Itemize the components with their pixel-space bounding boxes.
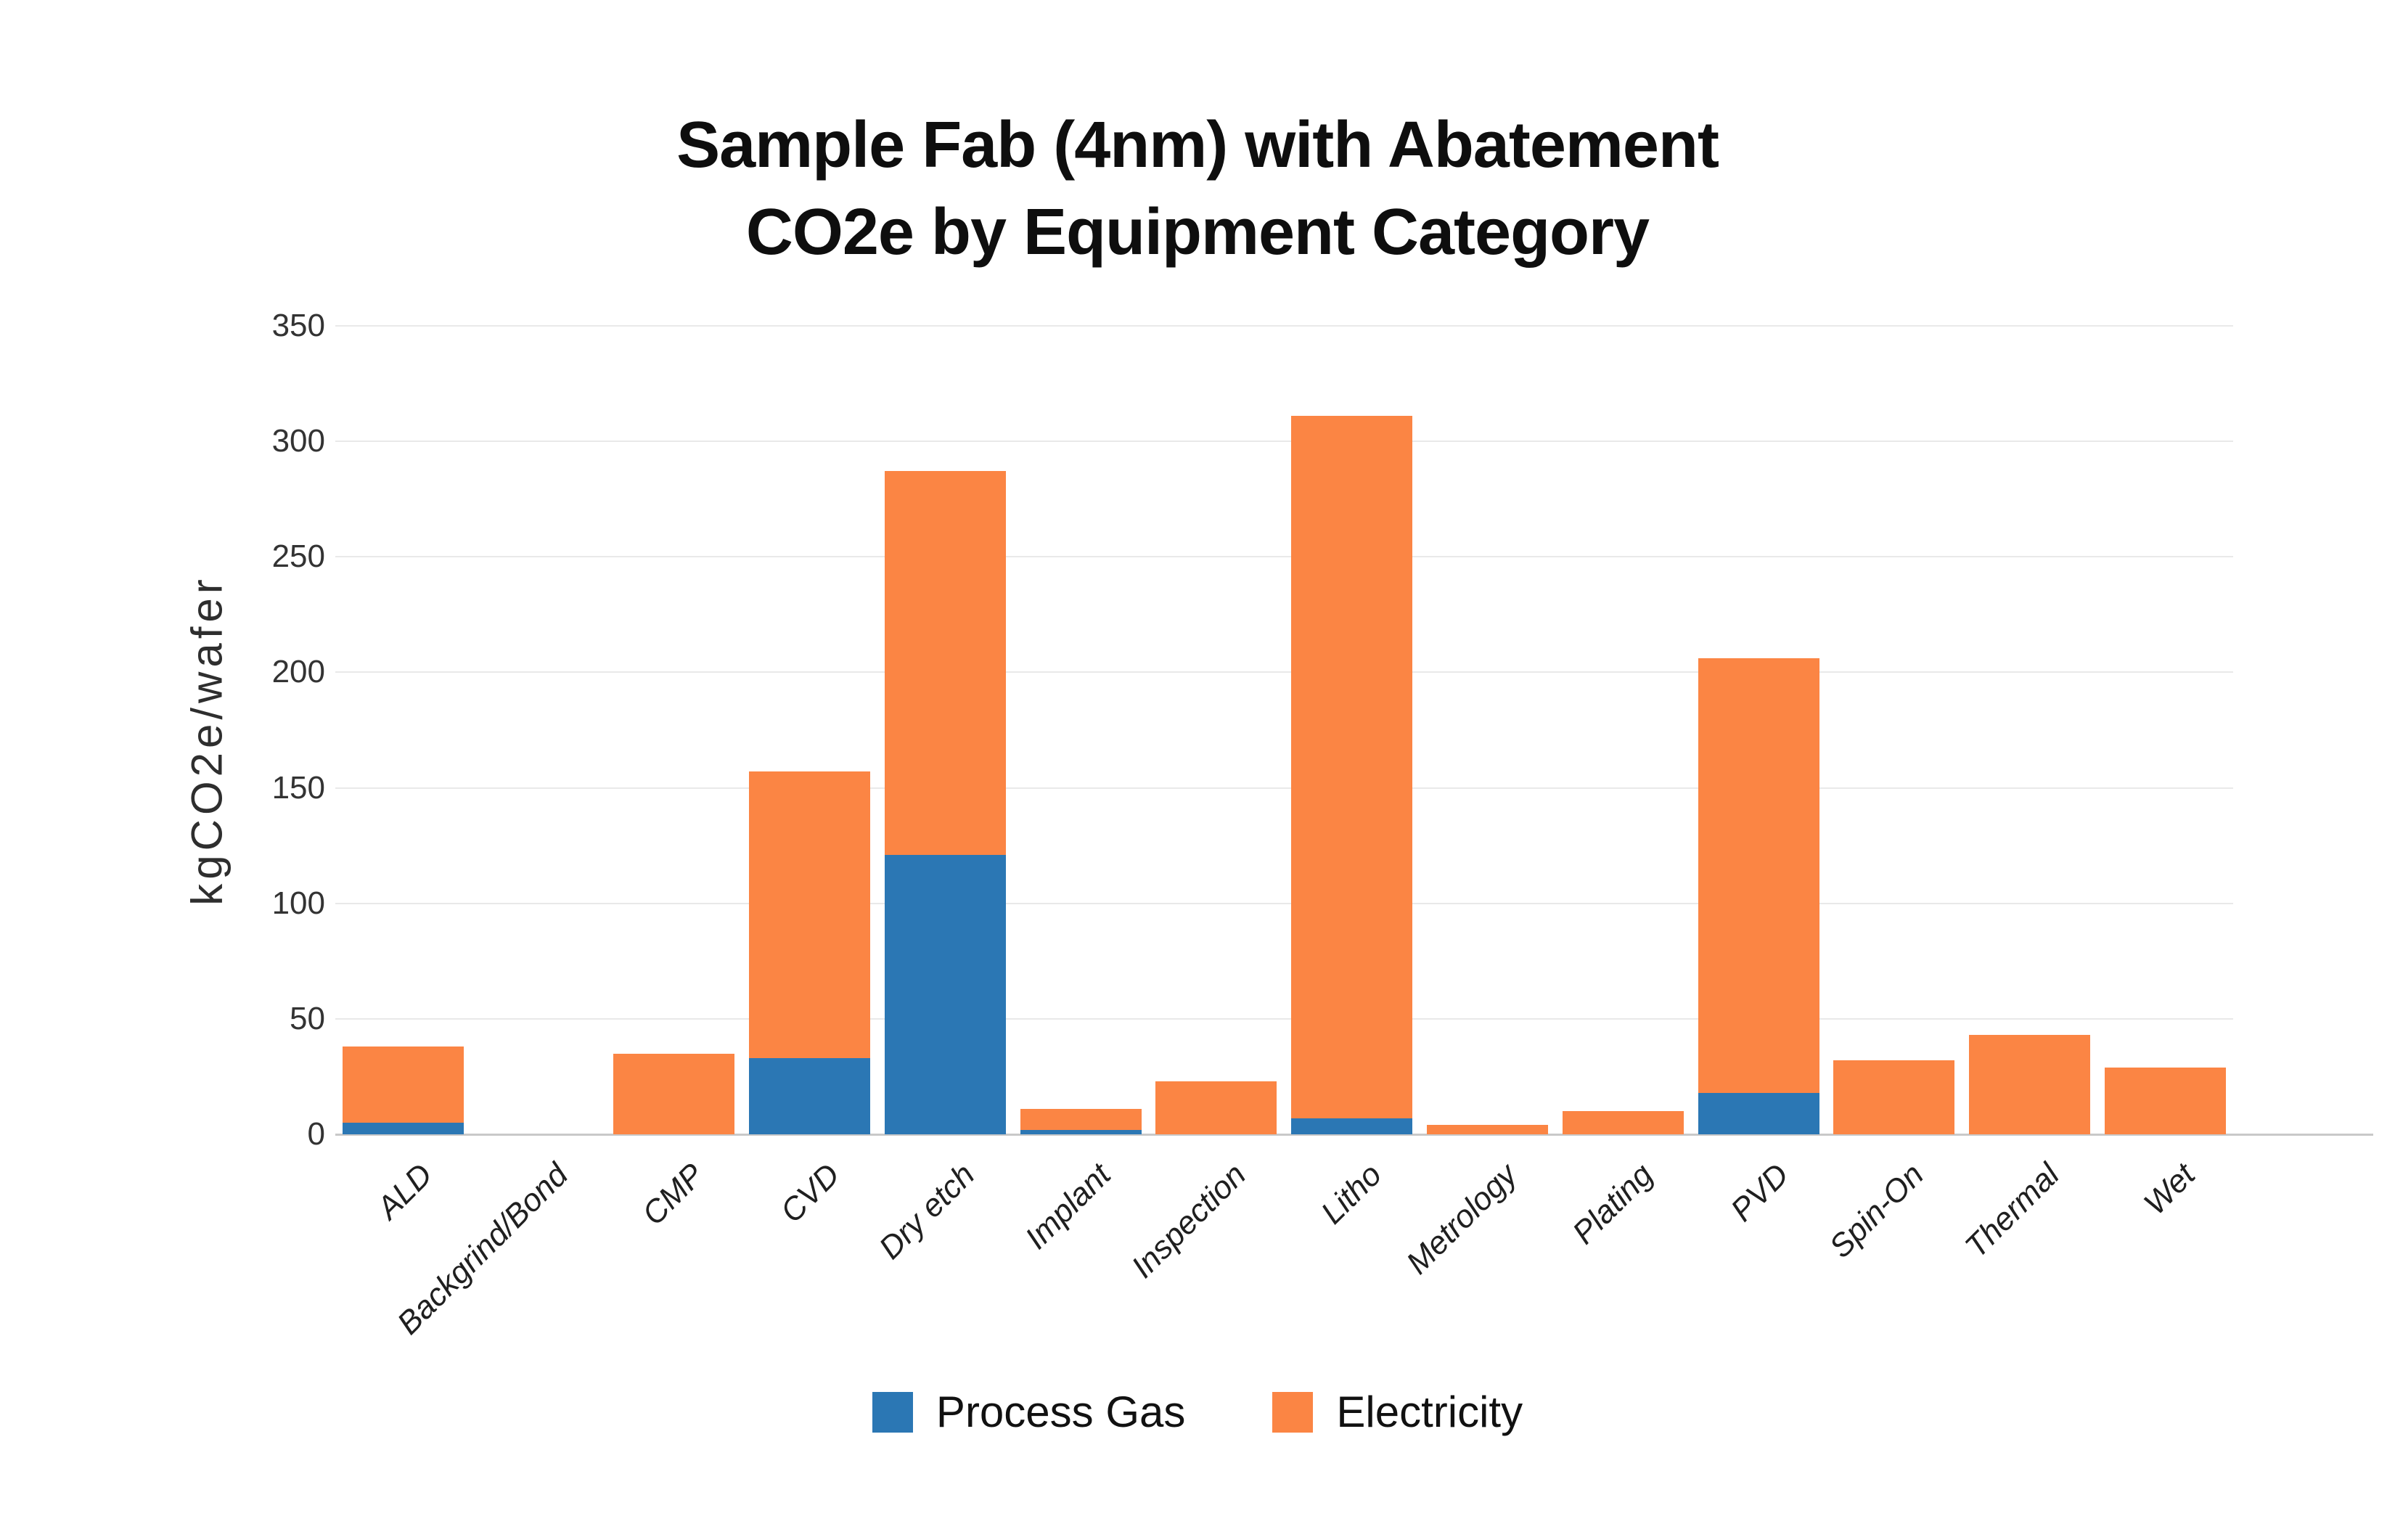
bar-segment-electricity-dry-etch bbox=[884, 471, 1006, 855]
y-tick-label-250: 250 bbox=[271, 538, 325, 575]
legend: Process Gas Electricity bbox=[0, 1388, 2395, 1437]
gridline-200 bbox=[335, 671, 2233, 673]
y-tick-label-300: 300 bbox=[271, 423, 325, 459]
x-tick-label-cmp: CMP bbox=[635, 1157, 711, 1232]
bar-segment-electricity-pvd bbox=[1698, 658, 1819, 1093]
x-tick-label-spin-on: Spin-On bbox=[1822, 1157, 1931, 1265]
y-tick-label-350: 350 bbox=[271, 307, 325, 343]
bar-segment-process-gas-implant bbox=[1020, 1129, 1142, 1134]
y-axis-title: kgCO2e/wafer bbox=[182, 575, 232, 906]
bar-segment-electricity-cvd bbox=[748, 771, 870, 1058]
gridline-150 bbox=[335, 787, 2233, 789]
x-tick-label-inspection: Inspection bbox=[1124, 1157, 1253, 1285]
bar-segment-electricity-cmp bbox=[613, 1053, 735, 1134]
x-tick-label-pvd: PVD bbox=[1724, 1157, 1796, 1229]
bar-segment-electricity-thermal bbox=[1969, 1035, 2091, 1134]
bar-segment-process-gas-dry-etch bbox=[884, 854, 1006, 1134]
gridline-50 bbox=[335, 1017, 2233, 1020]
x-tick-label-dry-etch: Dry etch bbox=[872, 1157, 982, 1266]
x-axis-line bbox=[335, 1134, 2373, 1136]
legend-label-process-gas: Process Gas bbox=[936, 1388, 1186, 1436]
x-tick-label-metrology: Metrology bbox=[1399, 1157, 1525, 1282]
bar-segment-process-gas-ald bbox=[342, 1123, 464, 1134]
bar-segment-process-gas-cvd bbox=[748, 1057, 870, 1134]
y-tick-label-50: 50 bbox=[290, 1000, 325, 1036]
gridline-300 bbox=[335, 441, 2233, 442]
bar-segment-electricity-litho bbox=[1291, 415, 1413, 1118]
x-tick-label-implant: Implant bbox=[1018, 1157, 1118, 1256]
legend-label-electricity: Electricity bbox=[1336, 1388, 1523, 1436]
x-tick-label-plating: Plating bbox=[1565, 1157, 1660, 1251]
legend-item-electricity: Electricity bbox=[1272, 1388, 1523, 1437]
y-tick-label-200: 200 bbox=[271, 654, 325, 690]
x-tick-label-wet: Wet bbox=[2137, 1157, 2203, 1222]
gridline-250 bbox=[335, 556, 2233, 558]
x-tick-label-ald: ALD bbox=[370, 1157, 440, 1226]
bar-segment-electricity-wet bbox=[2104, 1067, 2226, 1134]
bar-segment-process-gas-pvd bbox=[1698, 1092, 1819, 1134]
bar-segment-electricity-ald bbox=[342, 1047, 464, 1123]
gridline-100 bbox=[335, 902, 2233, 904]
legend-swatch-process-gas bbox=[872, 1392, 913, 1433]
bar-segment-electricity-metrology bbox=[1426, 1125, 1548, 1134]
chart-title-line1: Sample Fab (4nm) with Abatement bbox=[676, 109, 1719, 181]
bar-segment-process-gas-litho bbox=[1291, 1118, 1413, 1134]
y-tick-label-0: 0 bbox=[307, 1116, 325, 1152]
chart-title: Sample Fab (4nm) with Abatement CO2e by … bbox=[0, 102, 2395, 276]
bar-segment-electricity-spin-on bbox=[1833, 1060, 1955, 1134]
bar-segment-electricity-inspection bbox=[1155, 1081, 1277, 1134]
legend-swatch-electricity bbox=[1272, 1392, 1314, 1433]
y-tick-label-150: 150 bbox=[271, 769, 325, 806]
gridline-350 bbox=[335, 324, 2233, 327]
chart-title-line2: CO2e by Equipment Category bbox=[745, 196, 1650, 269]
y-tick-label-100: 100 bbox=[271, 885, 325, 921]
x-tick-label-cvd: CVD bbox=[773, 1157, 847, 1230]
bar-segment-electricity-plating bbox=[1562, 1111, 1684, 1134]
legend-item-process-gas: Process Gas bbox=[872, 1388, 1185, 1437]
x-tick-label-litho: Litho bbox=[1314, 1157, 1389, 1232]
x-tick-label-thermal: Thermal bbox=[1958, 1157, 2067, 1265]
bar-segment-electricity-implant bbox=[1020, 1108, 1142, 1130]
